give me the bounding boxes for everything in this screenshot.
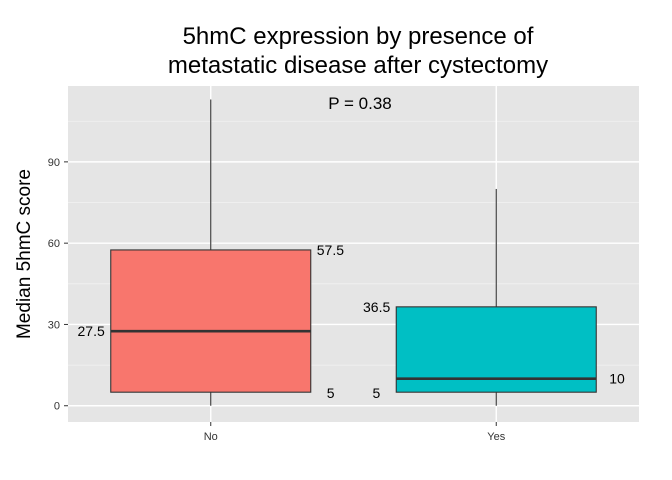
boxes: 57.5 27.5 5 36.5 10 5 bbox=[78, 99, 625, 406]
y-tick-label: 30 bbox=[48, 319, 60, 331]
chart-title-line-2: metastatic disease after cystectomy bbox=[168, 52, 548, 79]
axes: 0 30 60 90 No Yes bbox=[48, 157, 506, 443]
label-q3: 36.5 bbox=[363, 299, 390, 315]
x-tick-label: No bbox=[204, 431, 218, 443]
label-q3: 57.5 bbox=[317, 242, 344, 258]
label-q1: 5 bbox=[327, 385, 335, 401]
y-tick-label: 0 bbox=[54, 401, 60, 413]
x-tick-label: Yes bbox=[487, 431, 505, 443]
y-axis-label: Median 5hmC score bbox=[14, 169, 35, 339]
label-median: 27.5 bbox=[78, 323, 105, 339]
p-value-annotation: P = 0.38 bbox=[328, 94, 392, 113]
chart-title-line-1: 5hmC expression by presence of bbox=[183, 23, 534, 50]
y-tick-label: 60 bbox=[48, 238, 60, 250]
label-q1: 5 bbox=[372, 385, 380, 401]
box-no bbox=[110, 249, 312, 393]
label-median: 10 bbox=[609, 371, 625, 387]
y-tick-label: 90 bbox=[48, 157, 60, 169]
